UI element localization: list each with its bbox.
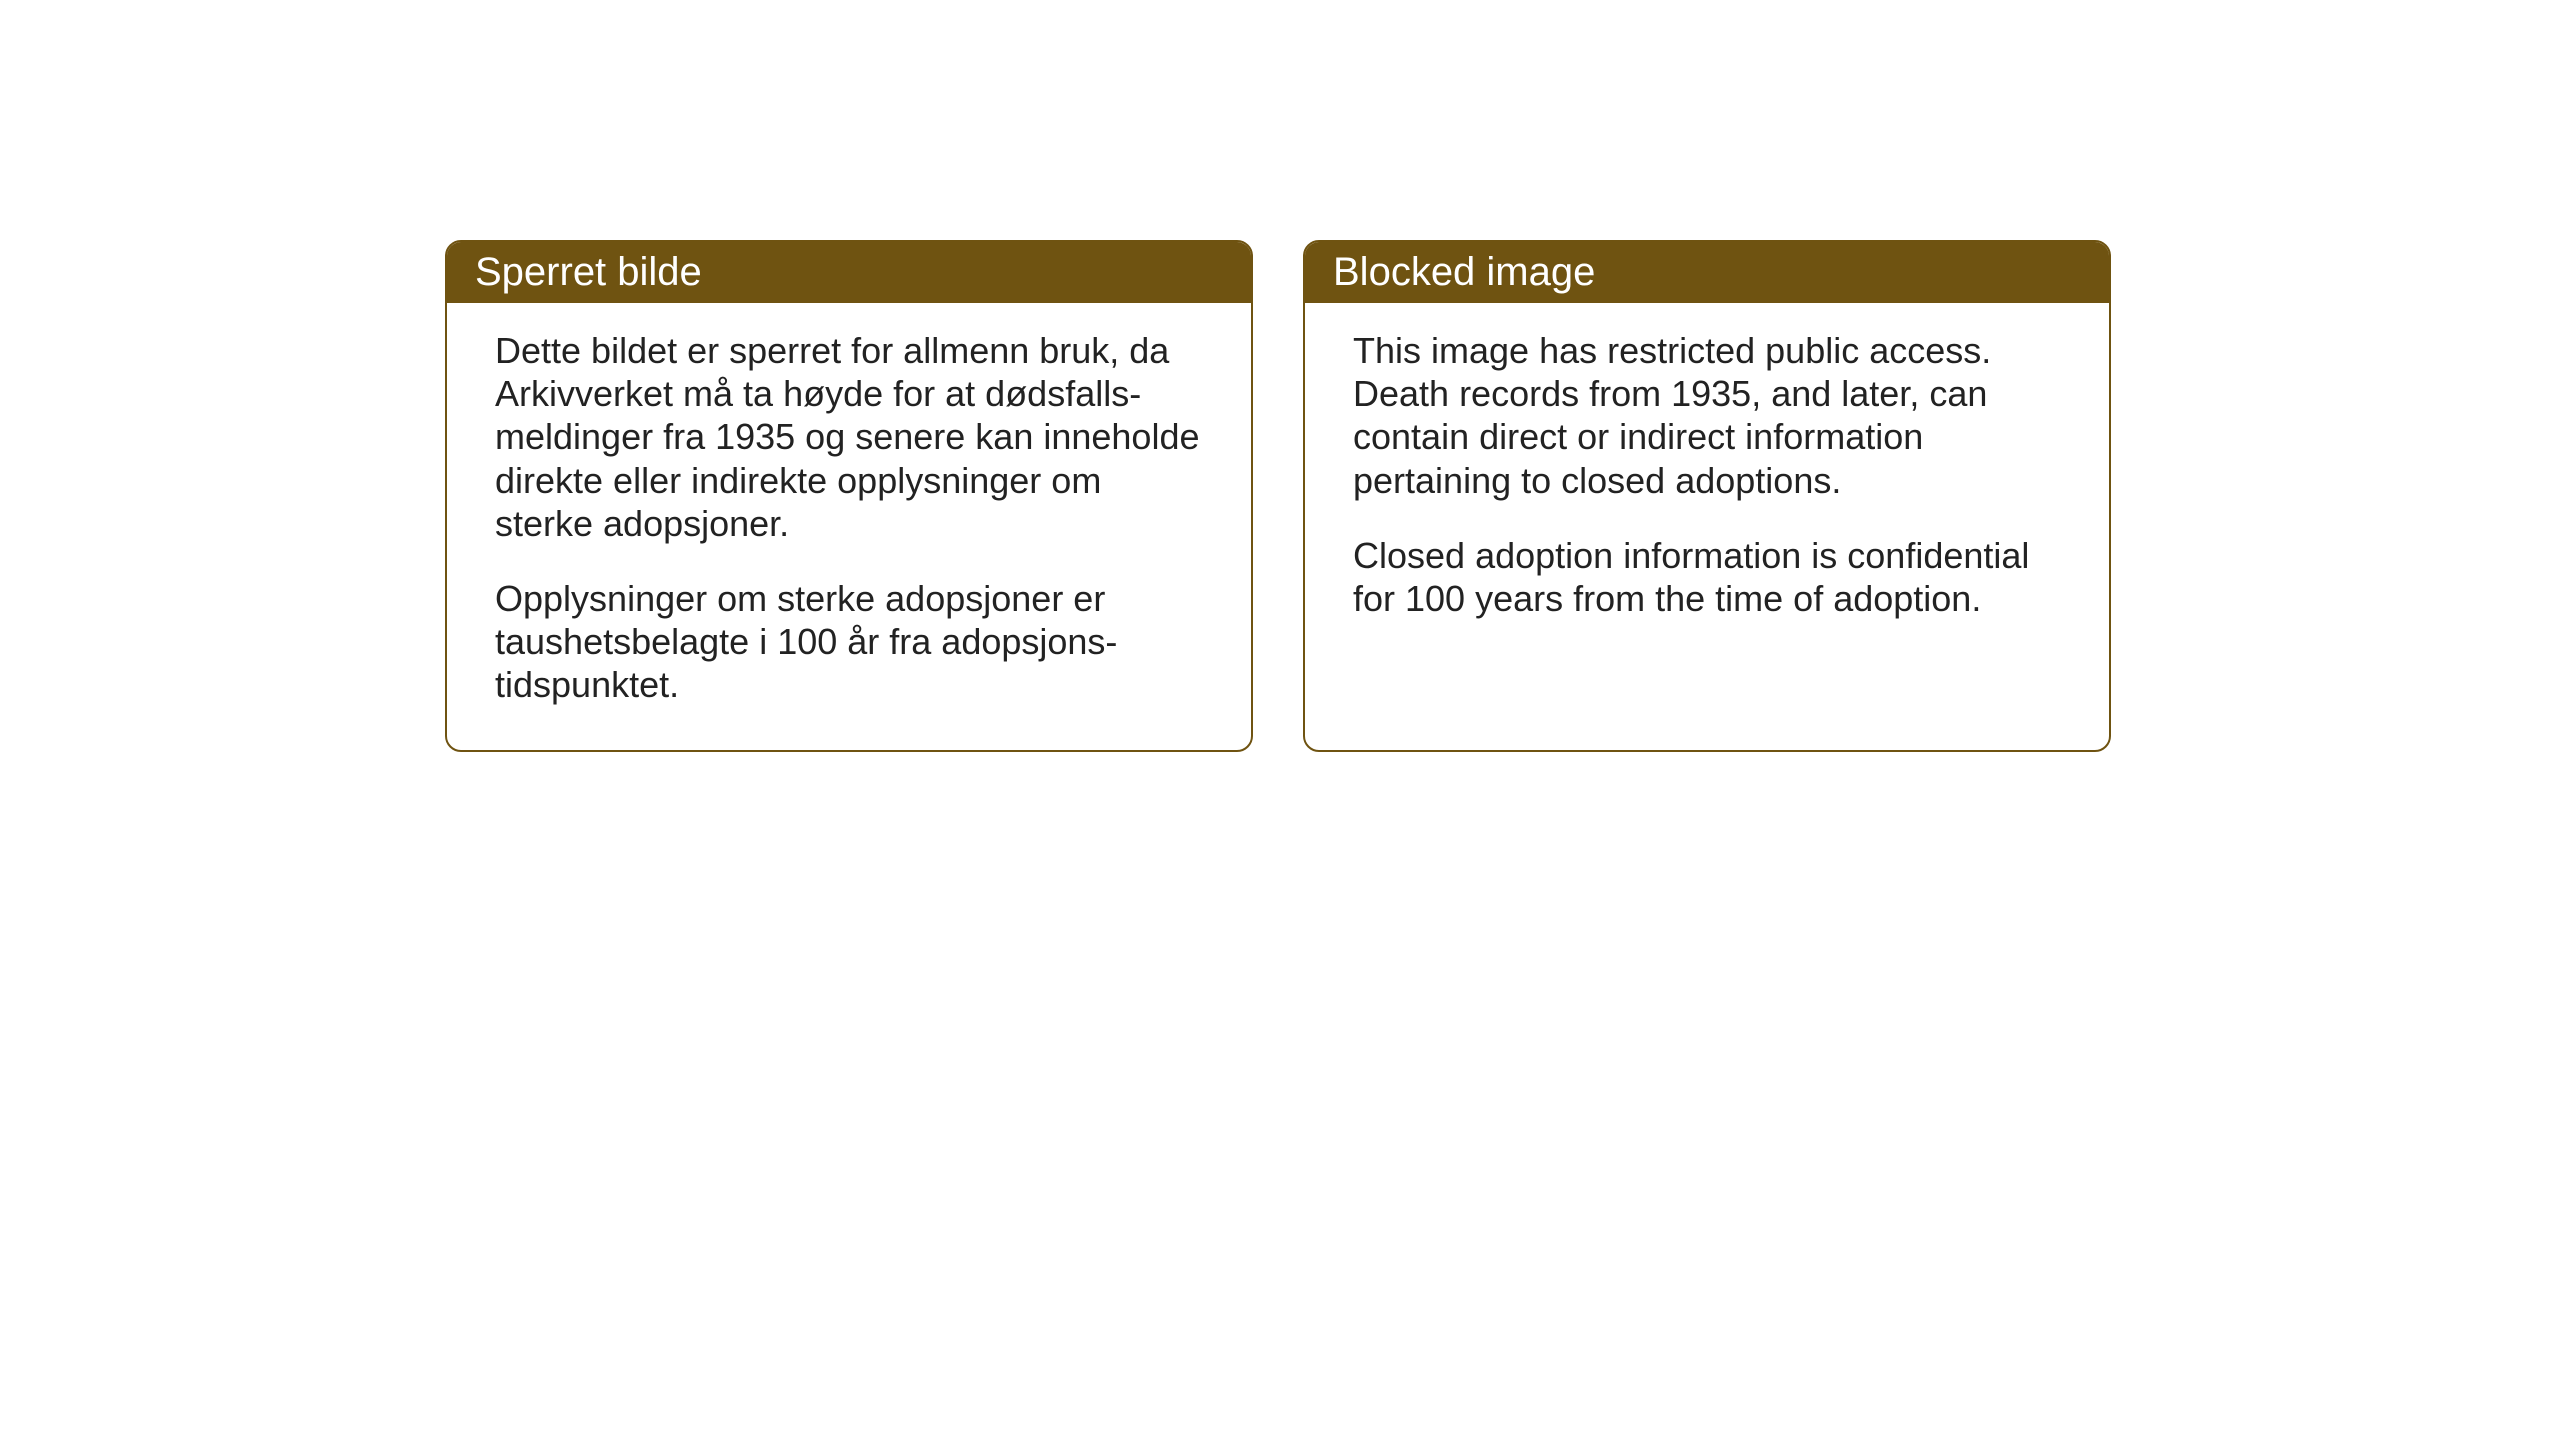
card-title-norwegian: Sperret bilde xyxy=(475,250,702,294)
cards-container: Sperret bilde Dette bildet er sperret fo… xyxy=(445,240,2111,752)
card-body-norwegian: Dette bildet er sperret for allmenn bruk… xyxy=(447,303,1251,743)
card-paragraph-2-english: Closed adoption information is confident… xyxy=(1353,534,2061,620)
card-body-english: This image has restricted public access.… xyxy=(1305,303,2109,656)
card-paragraph-2-norwegian: Opplysninger om sterke adopsjoner er tau… xyxy=(495,577,1203,707)
card-paragraph-1-english: This image has restricted public access.… xyxy=(1353,329,2061,502)
blocked-image-card-english: Blocked image This image has restricted … xyxy=(1303,240,2111,752)
blocked-image-card-norwegian: Sperret bilde Dette bildet er sperret fo… xyxy=(445,240,1253,752)
card-title-english: Blocked image xyxy=(1333,250,1595,294)
card-header-norwegian: Sperret bilde xyxy=(447,242,1251,303)
card-paragraph-1-norwegian: Dette bildet er sperret for allmenn bruk… xyxy=(495,329,1203,545)
card-header-english: Blocked image xyxy=(1305,242,2109,303)
